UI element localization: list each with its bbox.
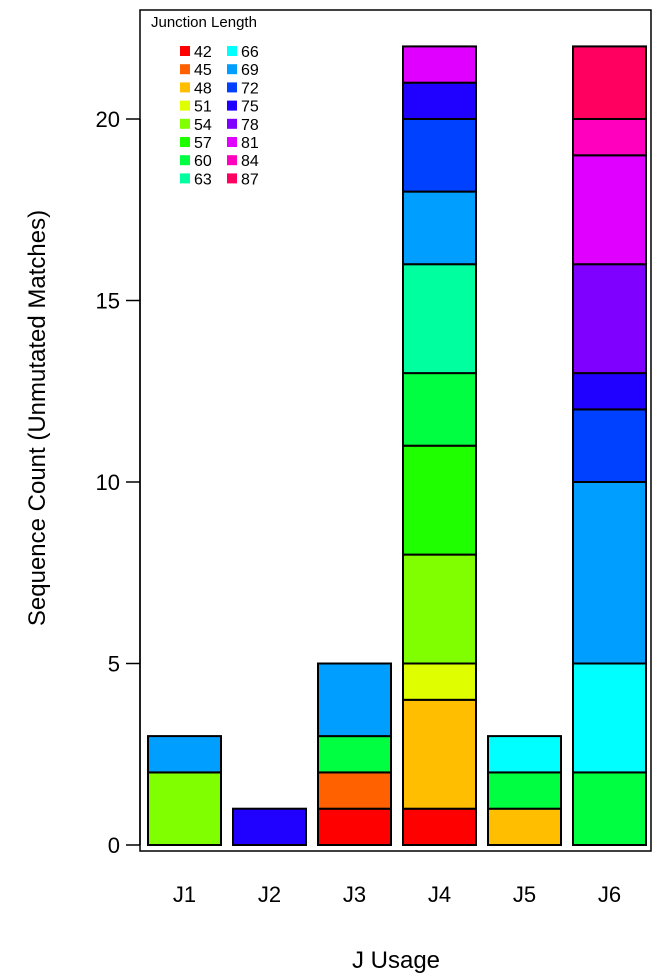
legend-title: Junction Length [151,14,257,31]
legend-label-54: 54 [194,117,212,134]
legend-swatch-75 [227,100,237,111]
bar-segment-j4-63 [402,263,477,375]
legend-swatch-48 [180,82,190,93]
legend-swatch-51 [180,100,190,111]
legend-swatch-63 [180,173,190,184]
bars-layer [147,45,647,847]
bar-segment-j6-60 [572,771,647,847]
legend-label-72: 72 [241,80,259,97]
bar-segment-j4-69 [402,190,477,266]
bar-segment-j3-45 [317,771,392,810]
legend-swatch-57 [180,137,190,147]
bar-segment-j6-78 [572,263,647,375]
bar-segment-j6-87 [572,45,647,120]
legend-label-69: 69 [241,62,259,79]
bar-segment-j6-75 [572,372,647,411]
legend-swatch-84 [227,155,237,166]
bar-segment-j4-57 [402,444,477,556]
legend-label-60: 60 [194,153,212,170]
y-tick-label-5: 5 [108,652,120,677]
bar-segment-j4-75 [402,81,477,120]
bar-segment-j5-60 [487,771,562,810]
y-tick-label-10: 10 [96,470,120,495]
y-axis: 0 5 10 15 20 [96,107,141,858]
bar-segment-j3-42 [317,807,392,847]
legend-label-63: 63 [194,171,212,188]
bar-segment-j5-66 [487,735,562,774]
bar-segment-j4-42 [402,807,477,847]
bar-segment-j6-69 [572,481,647,665]
legend-swatch-69 [227,64,237,75]
legend-swatch-42 [180,46,190,56]
bar-segment-j3-69 [317,662,392,738]
legend-swatch-87 [227,173,237,184]
x-axis-label: J Usage [352,947,440,974]
legend-label-84: 84 [241,153,259,170]
legend-swatch-66 [227,46,237,56]
bar-segment-j1-69 [147,735,222,774]
bar-segment-j6-81 [572,154,647,266]
bar-segment-j1-54 [147,771,222,847]
legend-label-81: 81 [241,135,259,152]
bar-segment-j4-54 [402,553,477,665]
bar-segment-j6-84 [572,118,647,157]
legend-label-78: 78 [241,117,259,134]
legend-label-66: 66 [241,44,259,61]
y-axis-label: Sequence Count (Unmutated Matches) [24,210,51,626]
bar-segment-j4-60 [402,372,477,447]
legend-label-57: 57 [194,135,212,152]
y-tick-label-20: 20 [96,107,120,132]
legend-swatch-81 [227,137,237,147]
x-tick-label-j2: J2 [258,882,281,907]
legend-swatch-54 [180,118,190,129]
bar-segment-j4-72 [402,118,477,193]
legend-label-48: 48 [194,80,212,97]
x-tick-label-j6: J6 [598,882,621,907]
bar-segment-j6-72 [572,408,647,483]
bar-segment-j6-66 [572,662,647,774]
legend-label-51: 51 [194,99,212,116]
legend-swatch-60 [180,155,190,166]
bar-segment-j4-51 [402,662,477,701]
y-tick-label-15: 15 [96,289,120,314]
bar-segment-j5-48 [487,807,562,847]
y-tick-label-0: 0 [108,833,120,858]
bar-segment-j4-48 [402,698,477,810]
bar-segment-j3-60 [317,735,392,774]
legend-swatch-45 [180,64,190,75]
legend-label-87: 87 [241,171,259,188]
bar-segment-j4-81 [402,45,477,84]
x-tick-label-j4: J4 [428,882,451,907]
x-tick-label-j3: J3 [343,882,366,907]
legend-swatch-72 [227,82,237,93]
legend-label-45: 45 [194,62,212,79]
legend-label-42: 42 [194,44,212,61]
legend-swatch-78 [227,118,237,129]
legend-label-75: 75 [241,99,259,116]
x-axis: J1 J2 J3 J4 J5 J6 [173,882,621,907]
x-tick-label-j1: J1 [173,882,196,907]
bar-segment-j2-75 [232,807,307,847]
x-tick-label-j5: J5 [513,882,536,907]
